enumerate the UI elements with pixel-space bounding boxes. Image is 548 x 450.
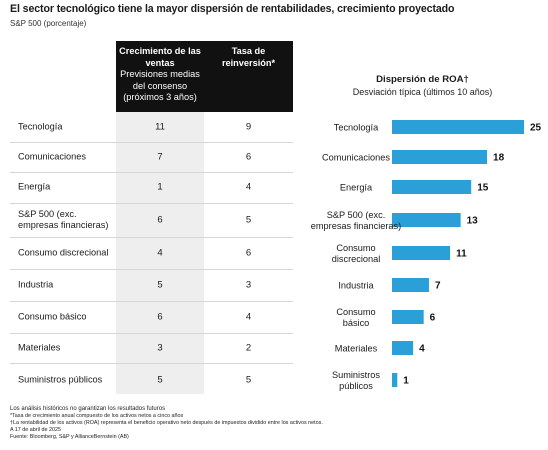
sales-growth-header-sub: Previsiones medias del consenso (próximo… [120,69,200,102]
roa-category-label: Industria [338,280,374,290]
table-row-label: Energía [18,181,51,192]
reinvestment-value: 5 [245,374,252,386]
roa-category-label: Consumo básico [336,307,375,328]
row-divider [10,301,293,302]
reinvestment-value: 6 [245,247,252,259]
row-divider [10,237,293,238]
reinvestment-value: 6 [245,151,252,163]
roa-category-label: Tecnología [334,122,379,132]
sales-growth-value: 1 [157,181,163,193]
table-row-label: S&P 500 (exc. empresas financieras) [18,209,109,230]
roa-category-label: Comunicaciones [322,152,390,162]
sales-growth-value: 5 [157,279,163,291]
reinvestment-value: 4 [245,311,252,323]
roa-bar-value-label: 18 [493,153,505,164]
sales-growth-value: 5 [157,374,163,386]
table-row-label: Materiales [18,342,61,353]
footnote-disclaimer: Los análisis históricos no garantizan lo… [10,406,166,412]
roa-chart-subtitle: Desviación típica (últimos 10 años) [352,87,493,97]
roa-bar-value-label: 7 [435,281,441,292]
footnote-reinvestment: *Tasa de crecimiento anual compuesto de … [10,413,184,419]
reinvestment-value: 5 [245,214,252,226]
reinvestment-value: 4 [245,181,252,193]
roa-bar [392,120,524,134]
roa-bar-value-label: 6 [430,313,436,324]
row-divider [10,269,293,270]
roa-bar [392,310,424,324]
reinvestment-header: Tasa de reinversión* [204,41,293,112]
row-divider [10,333,293,334]
roa-bar [392,180,472,194]
table-row-label: Tecnología [18,121,63,132]
footnote-roa: †La rentabilidad de los activos (ROA) re… [10,420,323,426]
roa-bar-value-label: 25 [530,123,542,134]
roa-bar [392,341,414,355]
chart-subtitle-units: S&P 500 (porcentaje) [10,19,87,28]
roa-bar [392,246,451,260]
chart-title-main: El sector tecnológico tiene la mayor dis… [10,3,455,15]
row-divider [10,142,293,143]
roa-category-label: S&P 500 (exc. empresas financieras) [311,210,401,231]
roa-category-label: Materiales [335,343,378,353]
roa-bar [392,213,461,227]
reinvestment-value: 2 [245,342,252,354]
sales-growth-value: 4 [157,247,163,259]
roa-bar [392,278,429,292]
sales-growth-value: 3 [157,342,163,354]
sales-growth-value: 6 [157,214,163,226]
reinvestment-value: 9 [245,121,252,133]
table-row-label: Consumo básico [18,311,87,322]
roa-bar-value-label: 4 [419,344,425,355]
sales-growth-value: 6 [157,311,163,323]
roa-category-label: Consumo discrecional [332,243,381,264]
reinvestment-value: 3 [245,279,252,291]
table-row-label: Industria [18,279,54,290]
roa-category-label: Suministros públicos [332,370,380,391]
footnote-source: Fuente: Bloomberg, S&P y AllianceBernste… [10,434,129,440]
row-divider [10,363,293,364]
roa-bar [392,373,398,387]
roa-category-label: Energía [340,182,373,192]
row-divider [10,172,293,173]
roa-bar-value-label: 15 [477,183,489,194]
roa-bar-value-label: 13 [467,216,479,227]
roa-bar [392,150,488,164]
roa-bar-value-label: 1 [403,376,409,387]
roa-chart-title: Dispersión de ROA† [376,74,469,85]
table-row-label: Consumo discrecional [18,247,109,258]
reinvestment-header-title: Tasa de reinversión* [221,46,276,68]
footnote-date: A 17 de abril de 2025 [10,427,61,433]
table-row-label: Suministros públicos [18,374,103,385]
sales-growth-header-title: Crecimiento de las ventas [119,46,201,68]
sales-growth-value: 11 [155,121,165,133]
sales-growth-header: Crecimiento de las ventas Previsiones me… [116,41,204,112]
table-row-label: Comunicaciones [18,151,86,162]
roa-bar-value-label: 11 [456,249,467,260]
footnotes: Los análisis históricos no garantizan lo… [10,406,323,441]
row-divider [10,203,293,204]
sales-growth-value: 7 [157,151,163,163]
